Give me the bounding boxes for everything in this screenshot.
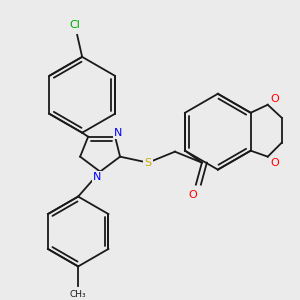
Text: Cl: Cl — [70, 20, 81, 30]
Text: O: O — [270, 94, 279, 104]
Text: O: O — [270, 158, 279, 168]
Text: N: N — [114, 128, 122, 138]
Text: S: S — [144, 158, 152, 168]
Text: CH₃: CH₃ — [70, 290, 86, 299]
Text: N: N — [93, 172, 101, 182]
Text: O: O — [188, 190, 197, 200]
